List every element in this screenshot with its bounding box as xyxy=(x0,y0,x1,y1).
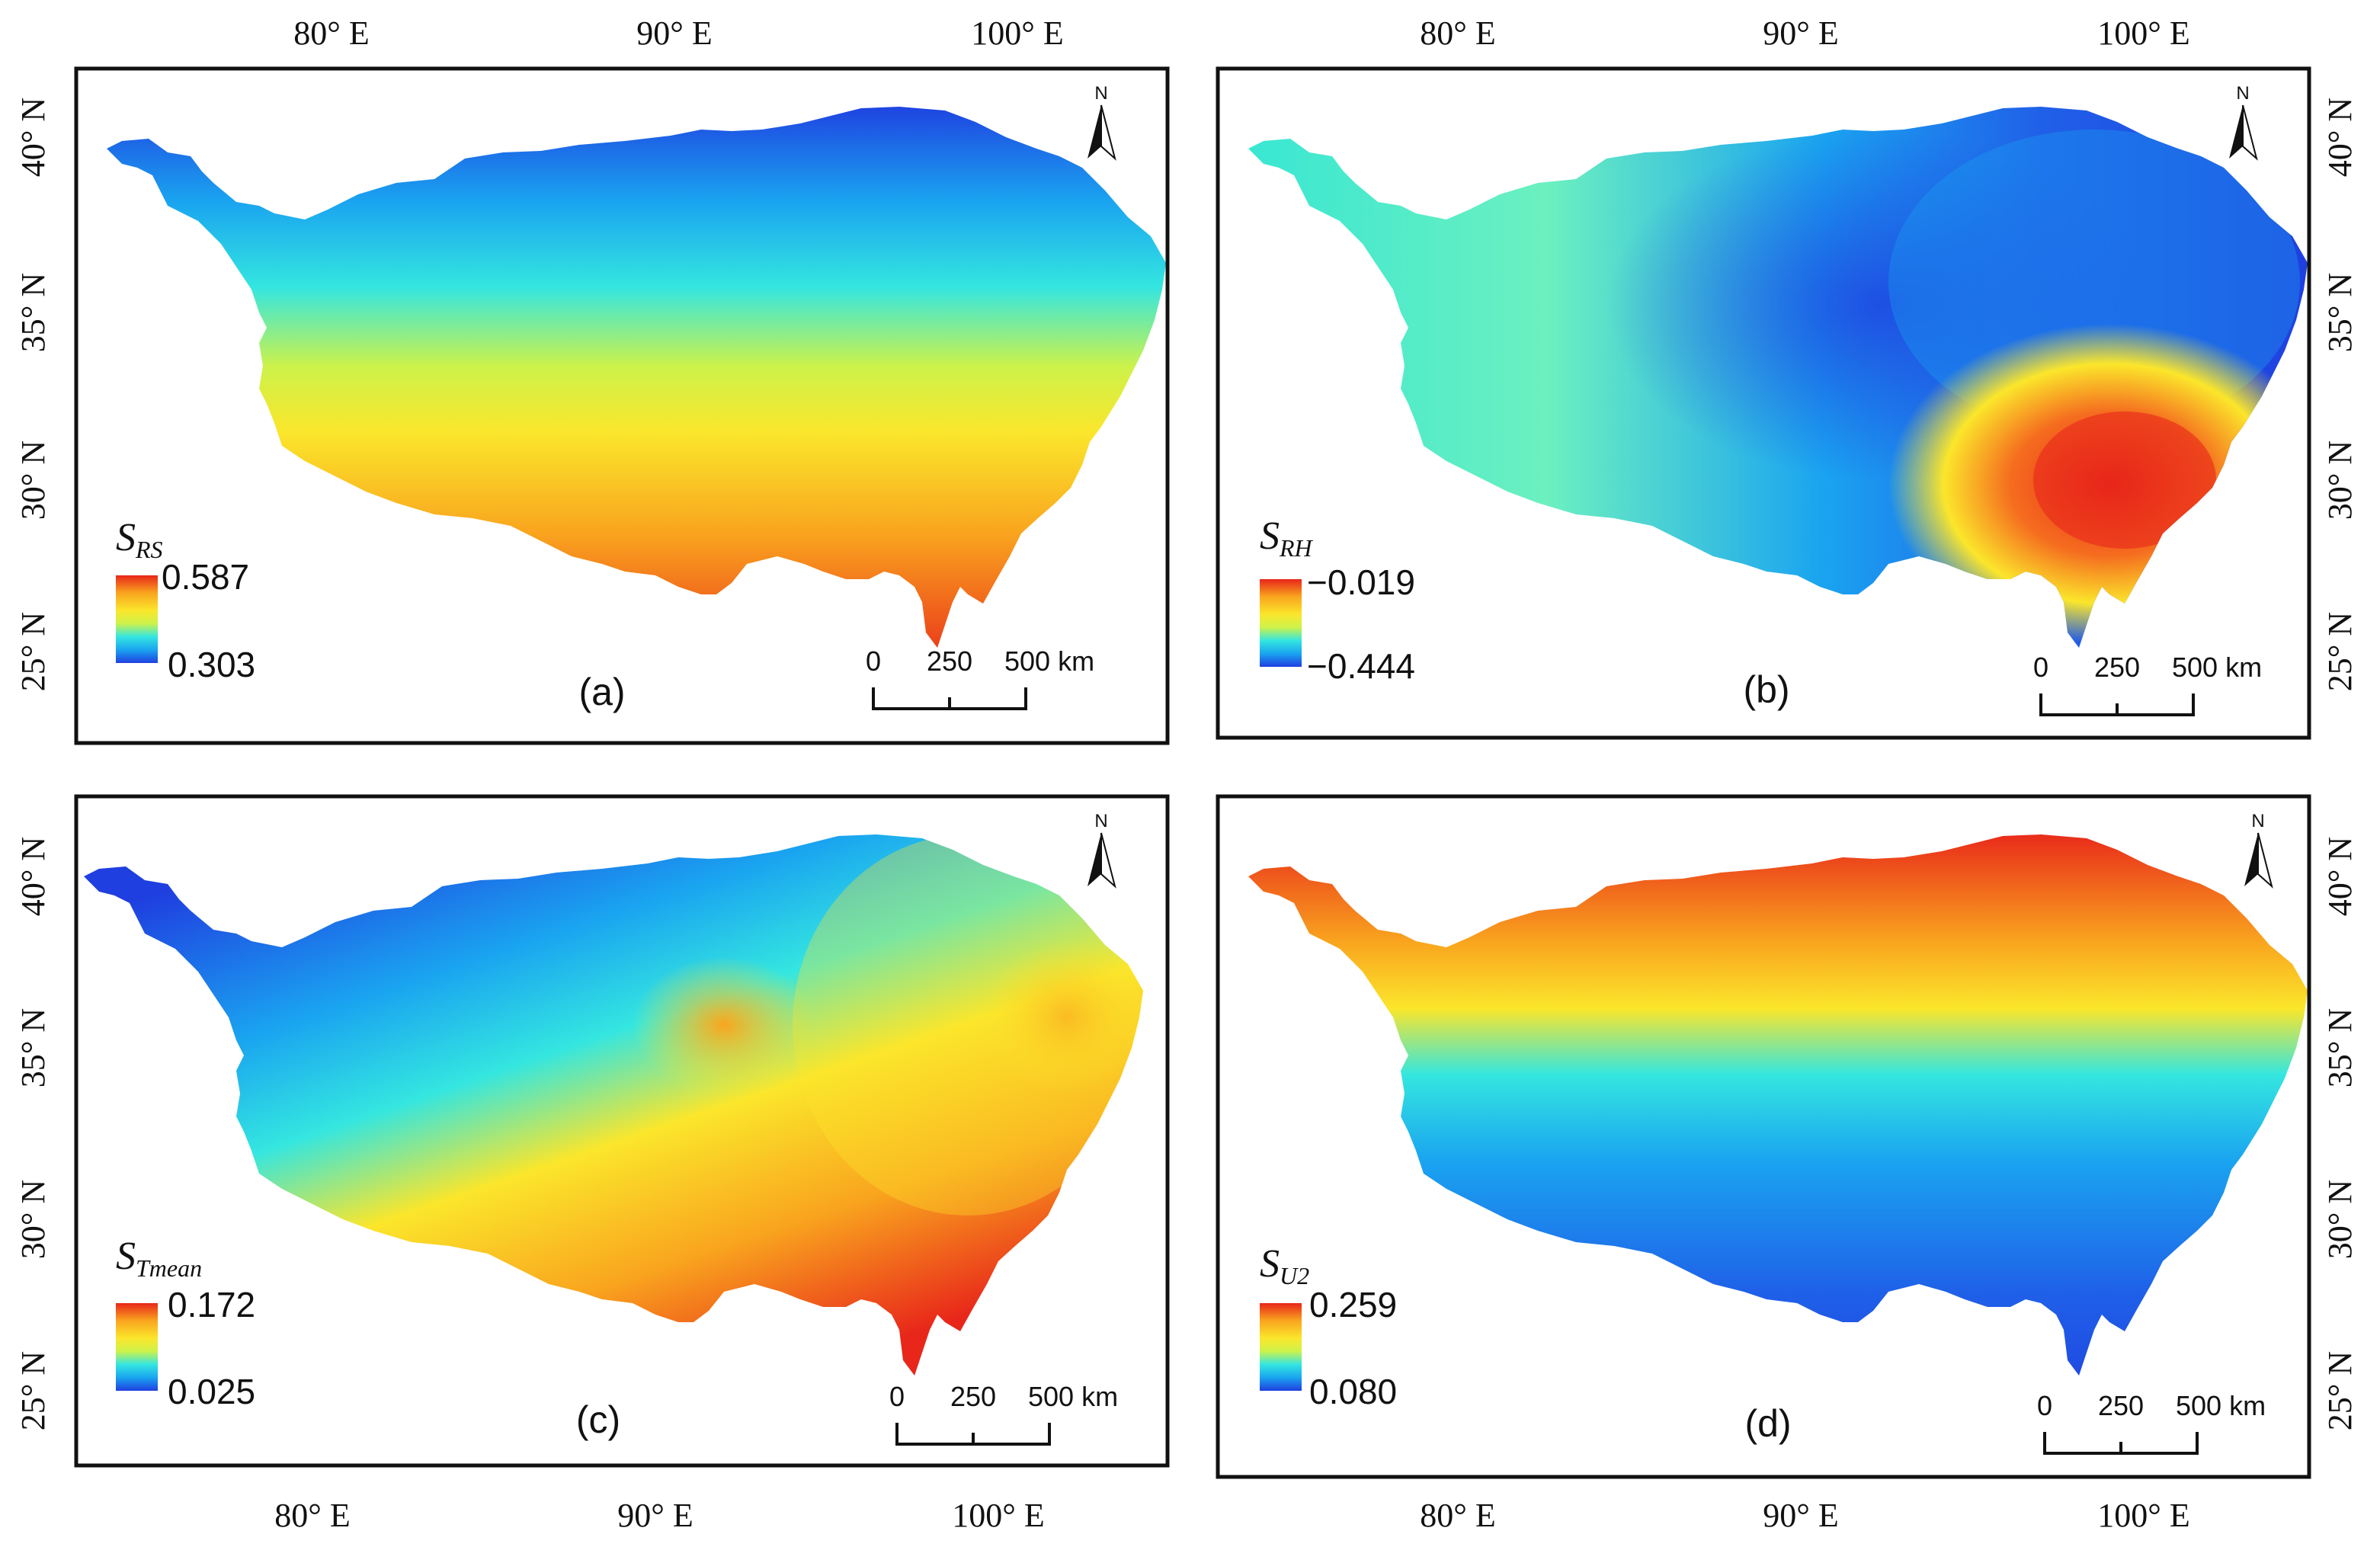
panel-letter-a: (a) xyxy=(578,671,625,713)
colorbar-d xyxy=(1260,1303,1302,1391)
svg-text:500 km: 500 km xyxy=(1004,645,1094,677)
map-d xyxy=(1248,834,2308,1376)
lat-label-d-40: 40° N xyxy=(2321,837,2359,916)
colorbar-b xyxy=(1260,579,1302,667)
lon-label-b-90: 90° E xyxy=(1763,14,1838,52)
svg-text:0: 0 xyxy=(866,645,881,677)
left-lat-labels: 40° N 35° N 30° N 25° N 40° N 35° N 30° … xyxy=(14,98,52,1430)
svg-text:0: 0 xyxy=(2033,652,2048,683)
svg-text:500 km: 500 km xyxy=(2172,652,2262,683)
lat-label-a-25: 25° N xyxy=(14,612,52,691)
lon-label-a-100: 100° E xyxy=(971,14,1063,52)
lat-label-c-25: 25° N xyxy=(14,1351,52,1430)
lat-label-d-30: 30° N xyxy=(2321,1180,2359,1259)
lon-label-d-90: 90° E xyxy=(1763,1497,1838,1534)
north-arrow-icon: N xyxy=(2244,811,2273,889)
legend-title-a: SRS xyxy=(116,516,163,563)
lon-label-c-100: 100° E xyxy=(952,1497,1044,1534)
panel-c-frame xyxy=(74,794,1170,1468)
lat-label-d-25: 25° N xyxy=(2321,1351,2359,1430)
legend-title-d: SU2 xyxy=(1260,1242,1309,1289)
svg-text:0: 0 xyxy=(889,1381,905,1412)
panel-letter-d: (d) xyxy=(1744,1402,1791,1445)
panel-b: N SRH −0.019 −0.444 (b) 0 250 500 km xyxy=(1216,66,2311,740)
svg-text:500 km: 500 km xyxy=(2176,1390,2266,1421)
lon-label-d-100: 100° E xyxy=(2097,1497,2189,1534)
lon-label-a-80: 80° E xyxy=(293,14,369,52)
legend-max-d: 0.259 xyxy=(1309,1285,1397,1324)
lat-label-a-40: 40° N xyxy=(14,98,52,177)
svg-text:N: N xyxy=(2251,811,2264,831)
lat-label-b-35: 35° N xyxy=(2321,273,2359,352)
svg-text:250: 250 xyxy=(2098,1390,2144,1421)
lat-label-d-35: 35° N xyxy=(2321,1008,2359,1087)
lon-label-a-90: 90° E xyxy=(636,14,712,52)
lat-label-b-40: 40° N xyxy=(2321,98,2359,177)
lat-label-b-25: 25° N xyxy=(2321,612,2359,691)
north-arrow-icon: N xyxy=(1087,83,1116,161)
svg-text:250: 250 xyxy=(927,645,972,677)
svg-text:N: N xyxy=(1094,811,1107,831)
legend-min-b: −0.444 xyxy=(1307,646,1415,686)
lat-label-c-40: 40° N xyxy=(14,837,52,916)
lat-label-b-30: 30° N xyxy=(2321,440,2359,520)
panel-c: N STmean 0.172 0.025 (c) 0 250 500 km xyxy=(74,794,1170,1468)
panel-d-frame xyxy=(1216,794,2311,1479)
colorbar-c xyxy=(116,1303,158,1391)
legend-d: SU2 0.259 0.080 xyxy=(1260,1242,1397,1411)
svg-text:0: 0 xyxy=(2037,1390,2052,1421)
legend-min-c: 0.025 xyxy=(168,1372,255,1411)
lon-label-b-100: 100° E xyxy=(2097,14,2189,52)
svg-text:N: N xyxy=(1094,83,1107,104)
legend-max-a: 0.587 xyxy=(162,557,249,597)
panel-b-frame xyxy=(1216,66,2311,740)
scale-bar-c: 0 250 500 km xyxy=(889,1381,1118,1446)
map-c xyxy=(84,834,1143,1376)
svg-text:N: N xyxy=(2236,83,2249,104)
legend-min-a: 0.303 xyxy=(168,645,255,684)
lat-label-a-35: 35° N xyxy=(14,273,52,352)
legend-b: SRH −0.019 −0.444 xyxy=(1260,514,1415,686)
panel-a: N SRS 0.587 0.303 (a) 0 250 500 km xyxy=(74,66,1170,745)
legend-c: STmean 0.172 0.025 xyxy=(116,1235,255,1411)
legend-title-b: SRH xyxy=(1260,514,1314,562)
lat-label-c-30: 30° N xyxy=(14,1180,52,1259)
map-a xyxy=(107,107,1166,648)
legend-min-d: 0.080 xyxy=(1309,1372,1397,1411)
scale-bar-a: 0 250 500 km xyxy=(866,645,1094,710)
panel-letter-b: (b) xyxy=(1743,668,1789,711)
lon-label-c-80: 80° E xyxy=(274,1497,350,1534)
map-b xyxy=(1248,107,2308,648)
north-arrow-icon: N xyxy=(1087,811,1116,889)
lat-label-c-35: 35° N xyxy=(14,1008,52,1087)
bottom-lon-labels: 80° E 90° E 100° E 80° E 90° E 100° E xyxy=(274,1497,2189,1534)
svg-text:250: 250 xyxy=(2094,652,2140,683)
lon-label-d-80: 80° E xyxy=(1420,1497,1495,1534)
panel-a-frame xyxy=(74,66,1170,745)
scale-bar-b: 0 250 500 km xyxy=(2033,652,2262,716)
top-lon-labels: 80° E 90° E 100° E 80° E 90° E 100° E xyxy=(293,14,2189,52)
legend-title-c: STmean xyxy=(116,1235,202,1282)
colorbar-a xyxy=(116,575,158,663)
north-arrow-icon: N xyxy=(2229,83,2258,161)
right-lat-labels: 40° N 35° N 30° N 25° N 40° N 35° N 30° … xyxy=(2321,98,2359,1430)
scale-bar-d: 0 250 500 km xyxy=(2037,1390,2266,1455)
legend-max-b: −0.019 xyxy=(1307,562,1415,602)
lon-label-c-90: 90° E xyxy=(617,1497,693,1534)
panel-letter-c: (c) xyxy=(576,1398,620,1441)
svg-text:500 km: 500 km xyxy=(1028,1381,1118,1412)
lon-label-b-80: 80° E xyxy=(1420,14,1495,52)
legend-a: SRS 0.587 0.303 xyxy=(116,516,255,684)
panel-d: N SU2 0.259 0.080 (d) 0 250 500 km xyxy=(1216,794,2311,1479)
legend-max-c: 0.172 xyxy=(168,1285,255,1324)
svg-text:250: 250 xyxy=(950,1381,996,1412)
lat-label-a-30: 30° N xyxy=(14,440,52,520)
